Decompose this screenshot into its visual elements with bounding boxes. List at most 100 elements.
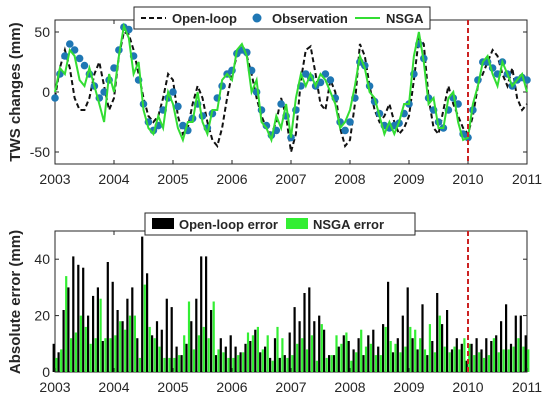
nsga-error-bar — [428, 324, 431, 372]
nsga-error-bar — [261, 349, 264, 372]
nsga-error-bar — [202, 326, 205, 372]
bottom-x-tick-label: 2009 — [393, 379, 424, 395]
open-loop-error-bar — [92, 295, 95, 372]
nsga-error-bar — [197, 335, 200, 372]
open-loop-error-bar — [401, 315, 404, 372]
nsga-error-bar — [65, 276, 68, 372]
open-loop-error-bar — [505, 304, 508, 372]
nsga-error-bar — [296, 343, 299, 372]
open-loop-error-bar — [264, 346, 267, 372]
legend-open-loop-error-label: Open-loop error — [179, 217, 278, 232]
open-loop-error-bar — [298, 321, 301, 372]
open-loop-error-bar — [136, 338, 139, 372]
nsga-error-bar — [251, 335, 254, 372]
nsga-error-bar — [310, 335, 313, 372]
open-loop-error-bar — [185, 343, 188, 372]
open-loop-error-bar — [224, 346, 227, 372]
open-loop-error-bar — [450, 349, 454, 372]
nsga-error-bar — [266, 335, 269, 372]
observation-point — [174, 102, 182, 111]
top-legend: Open-loop Observation NSGA — [133, 6, 431, 30]
open-loop-error-bar — [519, 315, 522, 372]
open-loop-error-bar — [155, 321, 159, 372]
open-loop-error-bar — [337, 346, 340, 372]
bottom-x-tick-label: 2005 — [157, 379, 188, 395]
tws-changes-chart: 2003 2004 2005 2006 2007 2008 2009 2010 2011 -50 0… — [7, 6, 542, 187]
open-loop-error-bar — [446, 310, 449, 372]
open-loop-error-bar — [170, 307, 173, 372]
legend-open-loop-error-swatch — [152, 218, 174, 229]
open-loop-error-bar — [426, 355, 429, 372]
nsga-error-bar — [517, 338, 520, 372]
open-loop-error-bar — [406, 287, 409, 372]
open-loop-error-bar — [146, 273, 149, 372]
open-loop-error-bar — [372, 329, 375, 372]
absolute-error-chart: 2003 2004 2005 2006 2007 2008 2009 2010 2011 0 20 4… — [7, 212, 542, 395]
observation-point — [179, 121, 187, 130]
nsga-error-bar — [281, 338, 284, 372]
open-loop-error-bar — [485, 338, 488, 372]
nsga-error-bar — [301, 338, 304, 372]
bottom-legend: Open-loop error NSGA error — [144, 212, 416, 236]
nsga-error-bar — [527, 349, 530, 372]
top-x-tick-label: 2008 — [334, 171, 365, 187]
nsga-error-bar — [364, 346, 368, 372]
open-loop-error-bar — [160, 329, 163, 372]
open-loop-error-bar — [396, 338, 399, 372]
top-x-tick-label: 2006 — [216, 171, 247, 187]
top-x-tick-label: 2010 — [452, 171, 483, 187]
nsga-error-bar — [384, 326, 387, 372]
nsga-error-bar — [492, 338, 495, 372]
open-loop-error-bar — [57, 352, 60, 372]
open-loop-error-bar — [293, 307, 296, 372]
nsga-error-bar — [271, 360, 274, 372]
open-loop-error-bar — [239, 352, 242, 372]
top-x-tick-label: 2009 — [393, 171, 424, 187]
open-loop-error-bar — [475, 338, 478, 372]
open-loop-error-bar — [254, 329, 257, 372]
open-loop-error-bar — [180, 355, 183, 372]
bottom-x-tick-label: 2004 — [98, 379, 129, 395]
open-loop-error-bar — [470, 343, 473, 372]
nsga-error-bar — [192, 349, 195, 372]
top-x-tick-label: 2005 — [157, 171, 188, 187]
nsga-error-bar — [374, 355, 377, 372]
nsga-error-bar — [497, 352, 500, 372]
nsga-error-bar — [438, 315, 441, 372]
nsga-error-bar — [89, 343, 92, 372]
open-loop-error-bar — [460, 343, 463, 372]
open-loop-error-bar — [288, 332, 291, 372]
nsga-error-bar — [487, 355, 490, 372]
open-loop-error-bar — [514, 315, 517, 372]
open-loop-error-bar — [391, 352, 395, 372]
open-loop-error-bar — [101, 341, 104, 372]
nsga-error-bar — [183, 335, 186, 372]
nsga-error-bar — [512, 346, 515, 372]
observation-point — [169, 88, 177, 96]
nsga-error-bar — [433, 352, 436, 372]
open-loop-error-bar — [382, 324, 385, 372]
open-loop-error-bar — [480, 349, 483, 372]
bottom-y-axis-label: Absolute error (mm) — [7, 230, 24, 374]
nsga-error-bar — [114, 335, 117, 372]
open-loop-error-bar — [141, 236, 144, 372]
open-loop-error-bar — [269, 357, 272, 372]
observation-point — [110, 64, 118, 72]
open-loop-error-bar — [131, 287, 134, 372]
nsga-error-bar — [276, 326, 279, 372]
nsga-error-bar — [242, 352, 245, 372]
nsga-error-bar — [423, 349, 427, 372]
nsga-error-bar — [79, 315, 82, 372]
legend-nsga-label: NSGA — [386, 11, 424, 26]
open-loop-error-bar — [205, 256, 208, 372]
open-loop-error-bar — [62, 310, 65, 372]
top-x-tick-label: 2011 — [512, 171, 542, 187]
nsga-error-bar — [448, 352, 451, 372]
nsga-error-bar — [148, 326, 151, 372]
observation-point — [61, 52, 69, 60]
open-loop-error-bar — [283, 355, 286, 372]
open-loop-error-bar — [52, 343, 55, 372]
open-loop-error-bar — [200, 256, 203, 372]
open-loop-error-bar — [72, 256, 75, 372]
